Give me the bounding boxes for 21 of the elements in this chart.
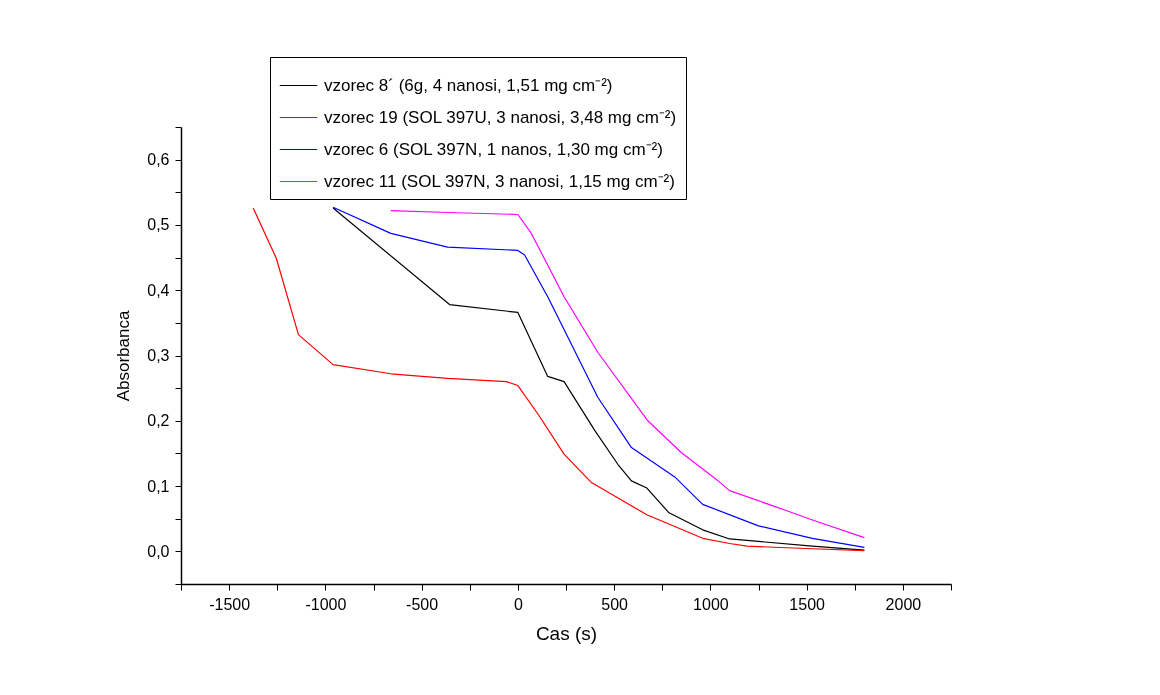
x-tick-label: 1500 [789, 595, 826, 613]
legend-label: vzorec 6 (SOL 397N, 1 nanos, 1,30 mg cm⁻²) [324, 139, 663, 159]
x-tick-label: -1000 [305, 595, 347, 613]
y-tick-label: 0,0 [147, 542, 170, 560]
x-tick-label: 1000 [693, 595, 729, 613]
y-axis-title: Absorbanca [114, 310, 134, 402]
legend-label: vzorec 8´ (6g, 4 nanosi, 1,51 mg cm⁻²) [324, 75, 613, 95]
y-tick-label: 0,2 [147, 412, 170, 430]
y-tick-label: 0,5 [147, 216, 170, 234]
y-tick-label: 0,4 [147, 281, 170, 299]
x-tick-label: 0 [513, 595, 523, 613]
legend-label: vzorec 19 (SOL 397U, 3 nanosi, 3,48 mg cm⁻²) [324, 107, 677, 127]
x-tick-label: -500 [406, 595, 439, 613]
legend-label: vzorec 11 (SOL 397N, 3 nanosi, 1,15 mg cm⁻²) [324, 171, 675, 191]
x-tick-label: 500 [601, 595, 629, 613]
x-axis-title: Cas (s) [535, 622, 598, 644]
x-tick-label: -1500 [209, 595, 251, 613]
y-tick-label: 0,3 [147, 347, 170, 364]
y-tick-label: 0,6 [147, 151, 170, 169]
x-tick-label: 2000 [885, 595, 922, 613]
y-tick-label: 0,1 [147, 477, 170, 495]
